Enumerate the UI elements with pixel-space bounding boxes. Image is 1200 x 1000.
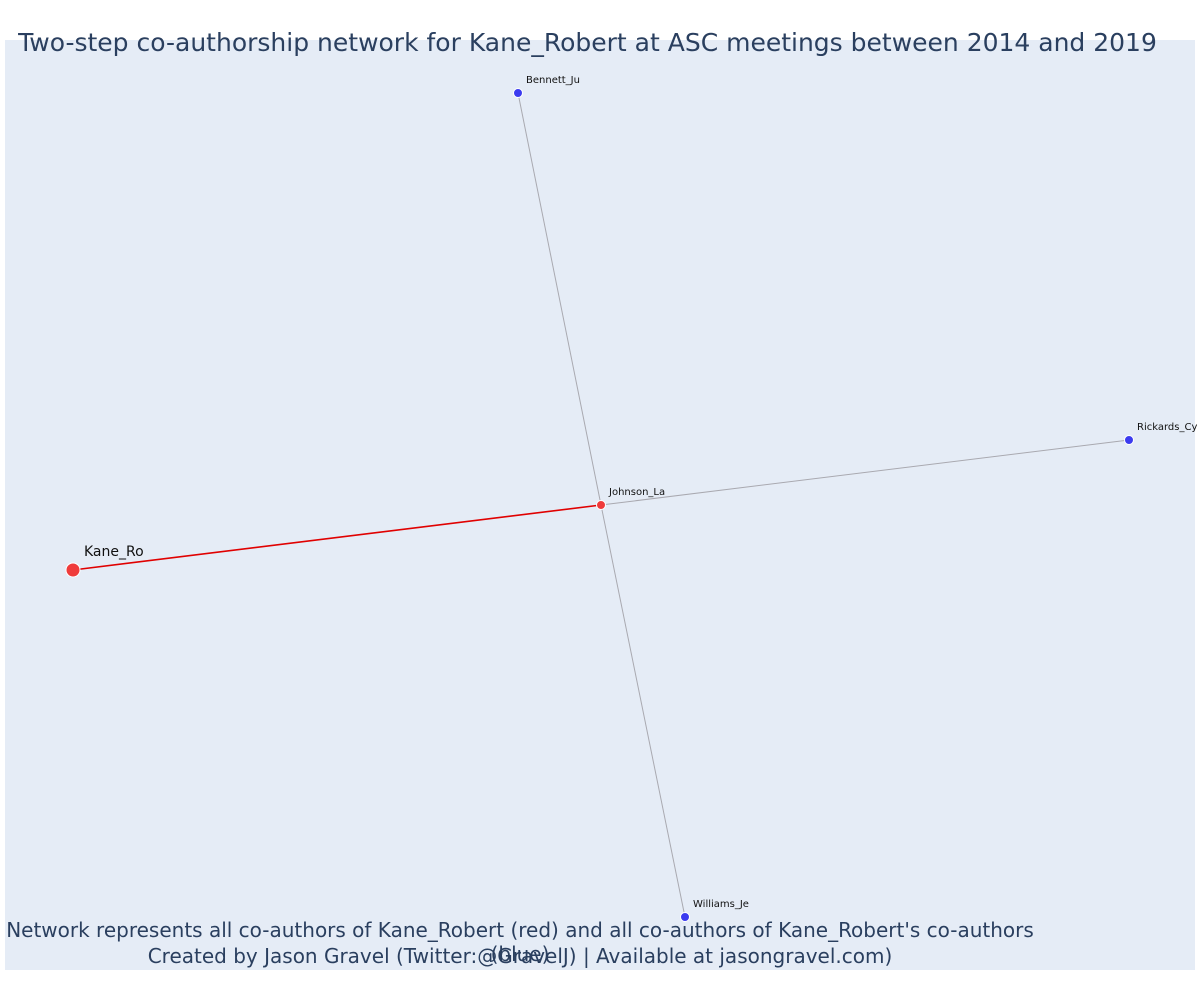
nodes-layer (65, 88, 1134, 922)
node-label-Williams_Je: Williams_Je (693, 899, 749, 910)
edge-Johnson_La-Rickards_Cy (600, 439, 1130, 506)
caption-credit: Created by Jason Gravel (Twitter:@Gravel… (147, 944, 893, 968)
edges-layer (72, 92, 1130, 918)
node-label-Bennett_Ju: Bennett_Ju (526, 75, 580, 86)
node-label-Johnson_La: Johnson_La (608, 487, 665, 498)
node-Williams_Je[interactable] (680, 912, 690, 922)
node-Bennett_Ju[interactable] (513, 88, 523, 98)
page-title: Two-step co-authorship network for Kane_… (18, 28, 1157, 57)
labels-layer: Kane_Ro Johnson_La Bennett_Ju Rickards_Cy Wi… (84, 75, 1197, 910)
node-Kane_Ro[interactable] (65, 562, 81, 578)
edge-Johnson_La-Bennett_Ju (517, 92, 602, 506)
node-label-Kane_Ro: Kane_Ro (84, 544, 144, 560)
node-label-Rickards_Cy: Rickards_Cy (1137, 422, 1197, 433)
edge-Kane_Ro-Johnson_La (72, 504, 602, 571)
edge-Johnson_La-Williams_Je (600, 504, 686, 918)
node-Johnson_La[interactable] (596, 500, 606, 510)
node-Rickards_Cy[interactable] (1124, 435, 1134, 445)
caption-description: Network represents all co-authors of Kan… (6, 918, 1034, 966)
